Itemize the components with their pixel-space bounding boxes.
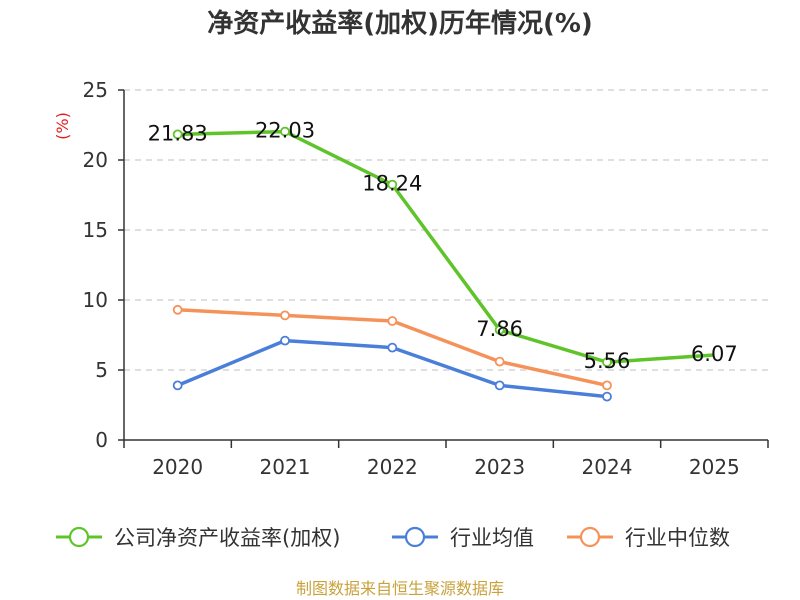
data-point <box>494 325 505 335</box>
legend-label: 公司净资产收益率(加权) <box>114 526 340 550</box>
x-tick-label: 2023 <box>474 455 525 479</box>
data-point <box>494 356 505 367</box>
x-tick-label: 2024 <box>582 455 633 479</box>
legend-swatch-marker <box>579 526 601 548</box>
data-label: 7.86 <box>476 317 523 341</box>
x-tick-label: 2022 <box>367 455 418 479</box>
x-tick-label: 2020 <box>152 455 203 479</box>
chart-title: 净资产收益率(加权)历年情况(%) <box>207 8 593 39</box>
data-point <box>172 129 183 140</box>
y-axis-unit: (%) <box>53 112 72 140</box>
y-tick-label: 25 <box>83 78 108 102</box>
data-point <box>387 342 398 353</box>
y-tick-label: 0 <box>95 428 108 452</box>
data-label: 6.07 <box>691 342 738 366</box>
data-point <box>602 380 612 391</box>
data-point <box>280 335 290 346</box>
legend-swatch-marker <box>68 526 90 548</box>
y-tick-label: 5 <box>95 358 108 382</box>
data-point <box>280 310 290 321</box>
legend-swatch-marker <box>404 526 426 548</box>
data-label: 5.56 <box>584 349 631 373</box>
data-label: 18.24 <box>362 172 422 196</box>
data-point <box>494 380 505 391</box>
grid-lines <box>124 89 768 371</box>
legend-label: 行业中位数 <box>625 526 730 550</box>
data-point <box>172 304 183 315</box>
data-point <box>280 126 290 137</box>
data-point <box>387 316 398 326</box>
data-point <box>172 380 183 391</box>
x-tick-label: 2021 <box>260 455 311 479</box>
y-tick-label: 15 <box>83 218 108 242</box>
data-point <box>602 391 612 402</box>
source-note: 制图数据来自恒生聚源数据库 <box>296 579 504 598</box>
legend-label: 行业均值 <box>450 526 534 550</box>
legend: 公司净资产收益率(加权) 行业均值 行业中位数 <box>56 526 730 550</box>
data-point <box>602 357 612 368</box>
y-tick-label: 10 <box>83 288 108 312</box>
data-labels: 21.83 22.03 18.24 7.86 5.56 6.07 <box>148 119 738 374</box>
series-lines <box>172 126 715 402</box>
data-label: 21.83 <box>148 121 208 145</box>
y-tick-label: 20 <box>83 148 108 172</box>
series-line-0 <box>177 129 715 364</box>
x-tick-label: 2025 <box>689 455 740 479</box>
data-label: 22.03 <box>255 119 315 143</box>
data-point <box>387 179 398 190</box>
